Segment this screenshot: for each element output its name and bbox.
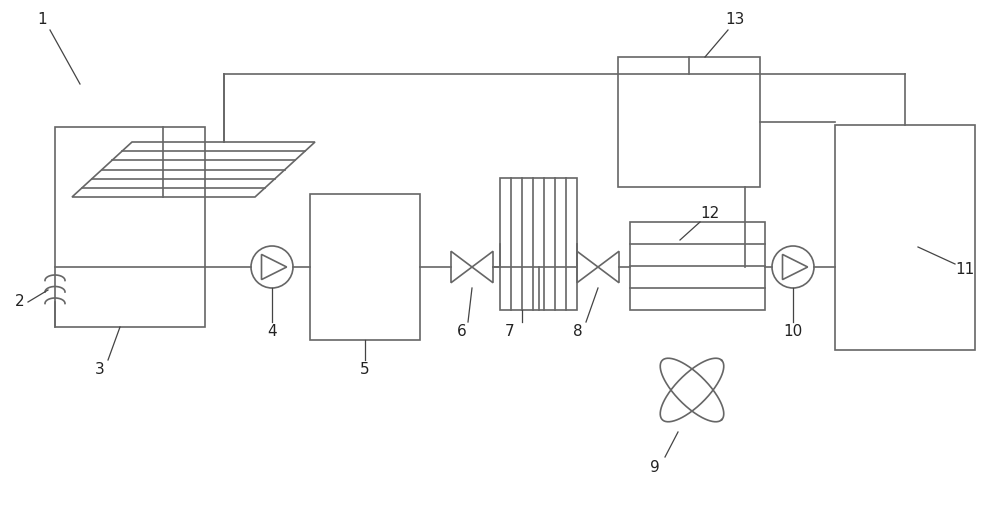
Text: 3: 3 [95, 362, 105, 377]
Text: 13: 13 [725, 12, 745, 28]
Bar [618, 57, 760, 187]
Text: 12: 12 [700, 206, 720, 222]
Text: 1: 1 [37, 12, 47, 28]
Text: 4: 4 [267, 325, 277, 339]
Text: 9: 9 [650, 459, 660, 475]
Bar [630, 222, 765, 310]
Text: 11: 11 [955, 263, 975, 278]
Bar [835, 125, 975, 350]
Text: 6: 6 [457, 325, 467, 339]
Text: 2: 2 [15, 294, 25, 309]
Text: 10: 10 [783, 325, 803, 339]
Text: 5: 5 [360, 362, 370, 377]
Bar [310, 194, 420, 340]
Bar [500, 178, 577, 310]
Text: 8: 8 [573, 325, 583, 339]
Bar [55, 127, 205, 327]
Text: 7: 7 [505, 325, 515, 339]
